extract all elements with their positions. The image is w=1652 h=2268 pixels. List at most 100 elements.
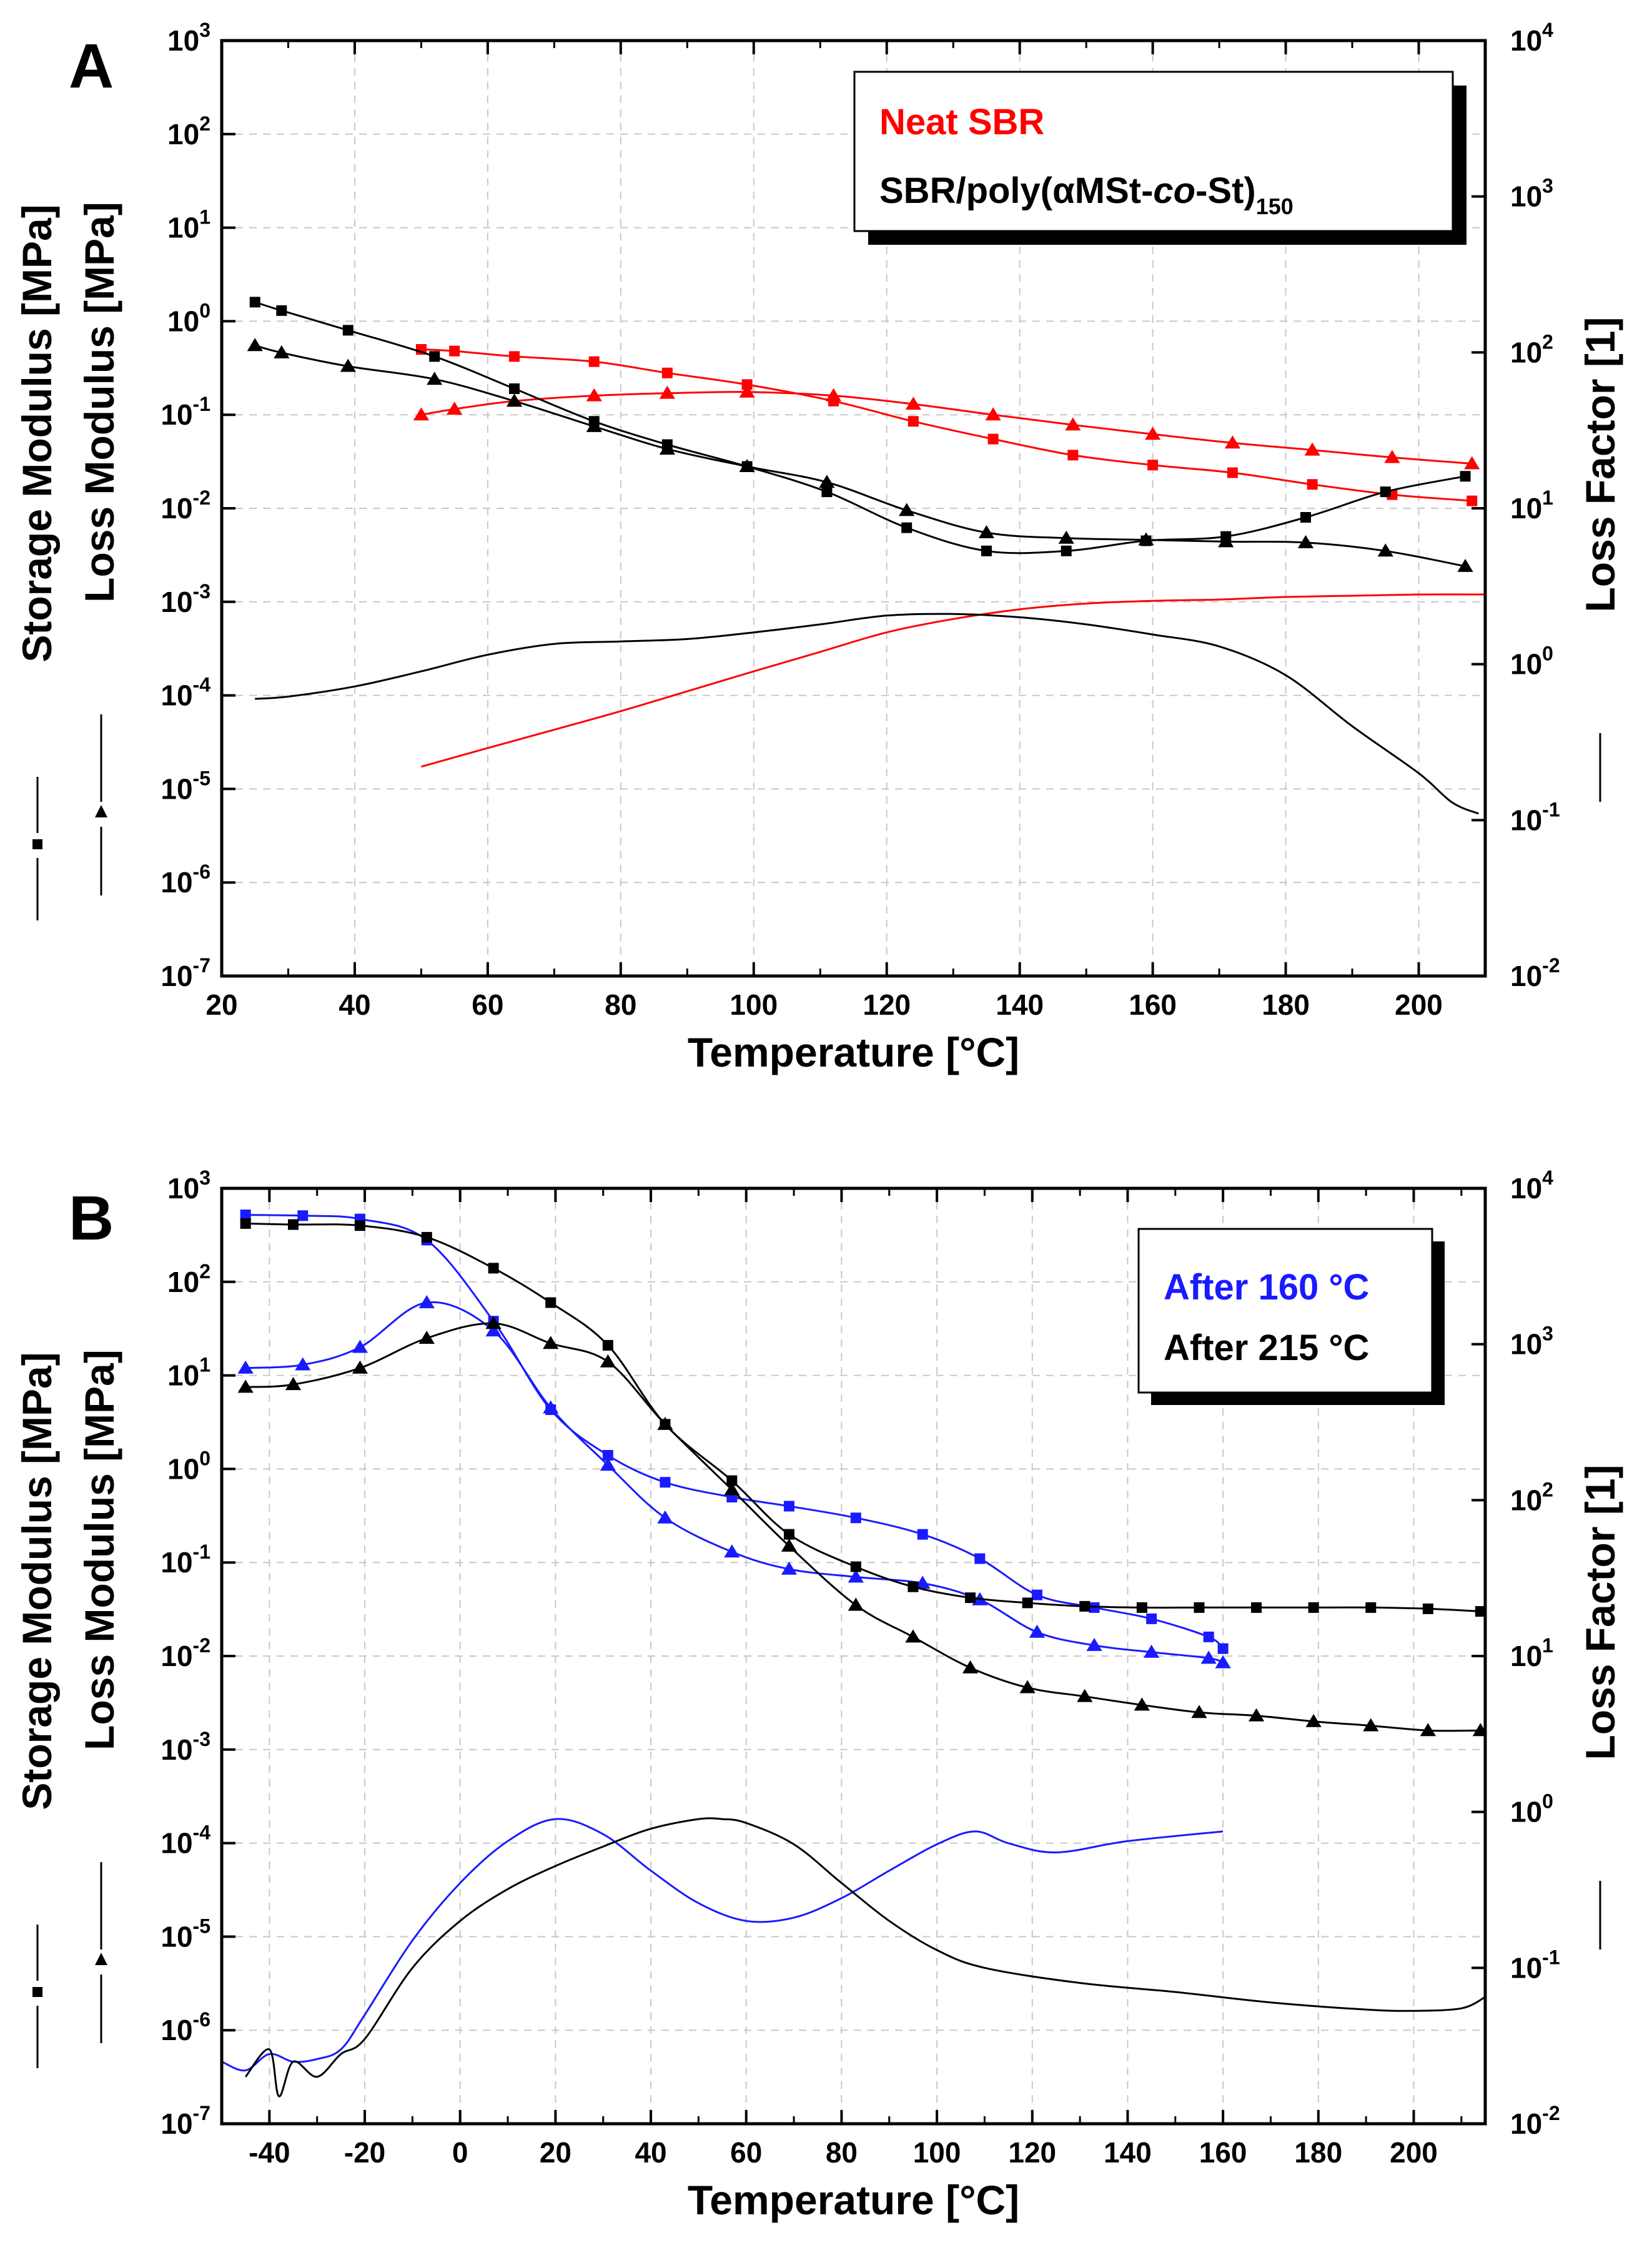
y-left-tick-label: 103 (167, 1166, 210, 1205)
data-point (247, 338, 263, 352)
y-left-axis-title-loss: Loss Modulus [MPa] (76, 1349, 122, 1750)
data-point (288, 1219, 299, 1230)
data-point (985, 407, 1001, 421)
x-tick-label: 100 (913, 2136, 961, 2169)
data-point (508, 351, 520, 362)
data-point (659, 441, 675, 455)
x-tick-label: -40 (249, 2136, 290, 2169)
data-point (1251, 1602, 1262, 1613)
data-point (724, 1482, 740, 1496)
data-point (1138, 532, 1154, 546)
data-point (848, 1597, 864, 1611)
data-point (352, 1360, 368, 1374)
data-point (819, 475, 835, 488)
data-point (1218, 534, 1234, 548)
y-left-title-triangle-glyph (95, 714, 107, 895)
x-axis-title: Temperature [°C] (688, 1029, 1019, 1075)
y-right-tick-label: 104 (1510, 1166, 1553, 1205)
data-point (783, 1501, 794, 1512)
data-point (1065, 417, 1081, 431)
y-left-tick-label: 10-5 (161, 767, 210, 805)
data-point (543, 1400, 559, 1414)
y-left-tick-label: 103 (167, 19, 210, 57)
y-left-tick-label: 102 (167, 1260, 210, 1298)
data-point (1019, 1680, 1036, 1694)
data-point (421, 1231, 432, 1243)
data-point (962, 1660, 979, 1674)
x-tick-label: 180 (1262, 989, 1310, 1021)
data-point (1146, 1613, 1157, 1624)
data-point (1464, 456, 1480, 470)
y-left-tick-label: 10-3 (161, 580, 210, 618)
data-point (1307, 479, 1318, 490)
y-left-axis-title-storage: Storage Modulus [MPa] (14, 1352, 60, 1810)
data-point (981, 545, 992, 556)
data-point (1300, 512, 1312, 523)
data-point (905, 397, 921, 410)
data-point (783, 1529, 794, 1540)
data-point (602, 1339, 613, 1351)
data-point (418, 1330, 435, 1344)
data-point (354, 1220, 365, 1231)
legend-entry: SBR/poly(αMSt-co-St)150 (879, 170, 1293, 219)
x-tick-label: 140 (996, 989, 1044, 1021)
data-point (1058, 530, 1074, 544)
y-left-title-square-glyph (32, 1925, 42, 2068)
y-left-tick-label: 10-1 (161, 1541, 210, 1579)
y-left-tick-label: 10-4 (161, 674, 210, 712)
x-tick-labels: 20 40 60 80 100 120 140 160 180 200 (205, 989, 1442, 1021)
data-point (295, 1357, 311, 1371)
data-point (1022, 1597, 1033, 1609)
data-point (821, 486, 833, 498)
data-point (240, 1210, 251, 1221)
x-tick-label: 120 (863, 989, 911, 1021)
data-point (1029, 1624, 1046, 1638)
y-left-tick-label: 10-5 (161, 1915, 210, 1953)
data-point (588, 356, 600, 367)
series-line (421, 348, 1472, 502)
legend-entry: After 215 °C (1164, 1328, 1369, 1368)
x-tick-label: 160 (1199, 2136, 1247, 2169)
plot-area (222, 1210, 1485, 2098)
data-point (657, 1510, 673, 1524)
y-right-tick-label: 100 (1510, 1790, 1553, 1828)
data-point (1061, 545, 1072, 556)
data-point (418, 1295, 435, 1309)
legend-entry: After 160 °C (1164, 1267, 1369, 1308)
data-point (901, 522, 913, 533)
data-point (340, 358, 356, 372)
data-point (1217, 1643, 1229, 1654)
x-tick-label: 100 (730, 989, 778, 1021)
data-point (908, 416, 919, 427)
x-tick-label: 0 (452, 2136, 468, 2169)
x-tick-labels: -40 -20 0 20 40 60 80 100 120 140 160 180 200 (249, 2136, 1438, 2169)
y-left-tick-labels: 10-7 10-6 10-5 10-4 10-3 10-2 10-1 100 101 102 103 (161, 1166, 210, 2140)
x-tick-label: 40 (339, 989, 370, 1021)
y-right-tick-label: 102 (1510, 330, 1553, 368)
series-line (245, 1817, 1485, 2098)
x-tick-label: 160 (1129, 989, 1177, 1021)
series-line (420, 593, 1485, 768)
panel-b: -40 -20 0 20 40 60 80 100 120 140 160 180 20010-710-… (14, 1166, 1623, 2223)
y-right-tick-label: 104 (1510, 19, 1553, 57)
x-tick-label: 80 (605, 989, 636, 1021)
x-tick-label: 120 (1008, 2136, 1056, 2169)
data-point (1203, 1631, 1214, 1642)
data-point (661, 367, 673, 378)
grid (222, 1188, 1485, 2124)
x-axis-title: Temperature [°C] (688, 2177, 1019, 2223)
data-point (1079, 1600, 1091, 1612)
data-point (724, 1544, 740, 1558)
data-point (908, 1581, 919, 1592)
x-tick-label: 200 (1390, 2136, 1438, 2169)
data-point (352, 1339, 368, 1353)
panel-a: 20 40 60 80 100 120 140 160 180 20010-710-610-510… (14, 19, 1623, 1075)
data-point (1145, 426, 1161, 440)
x-tick-label: 20 (540, 2136, 571, 2169)
data-point (485, 1316, 502, 1329)
y-right-tick-label: 10-2 (1510, 954, 1560, 992)
data-point (1460, 471, 1471, 482)
data-point (342, 325, 354, 336)
data-point (978, 525, 995, 538)
data-point (1147, 460, 1159, 471)
